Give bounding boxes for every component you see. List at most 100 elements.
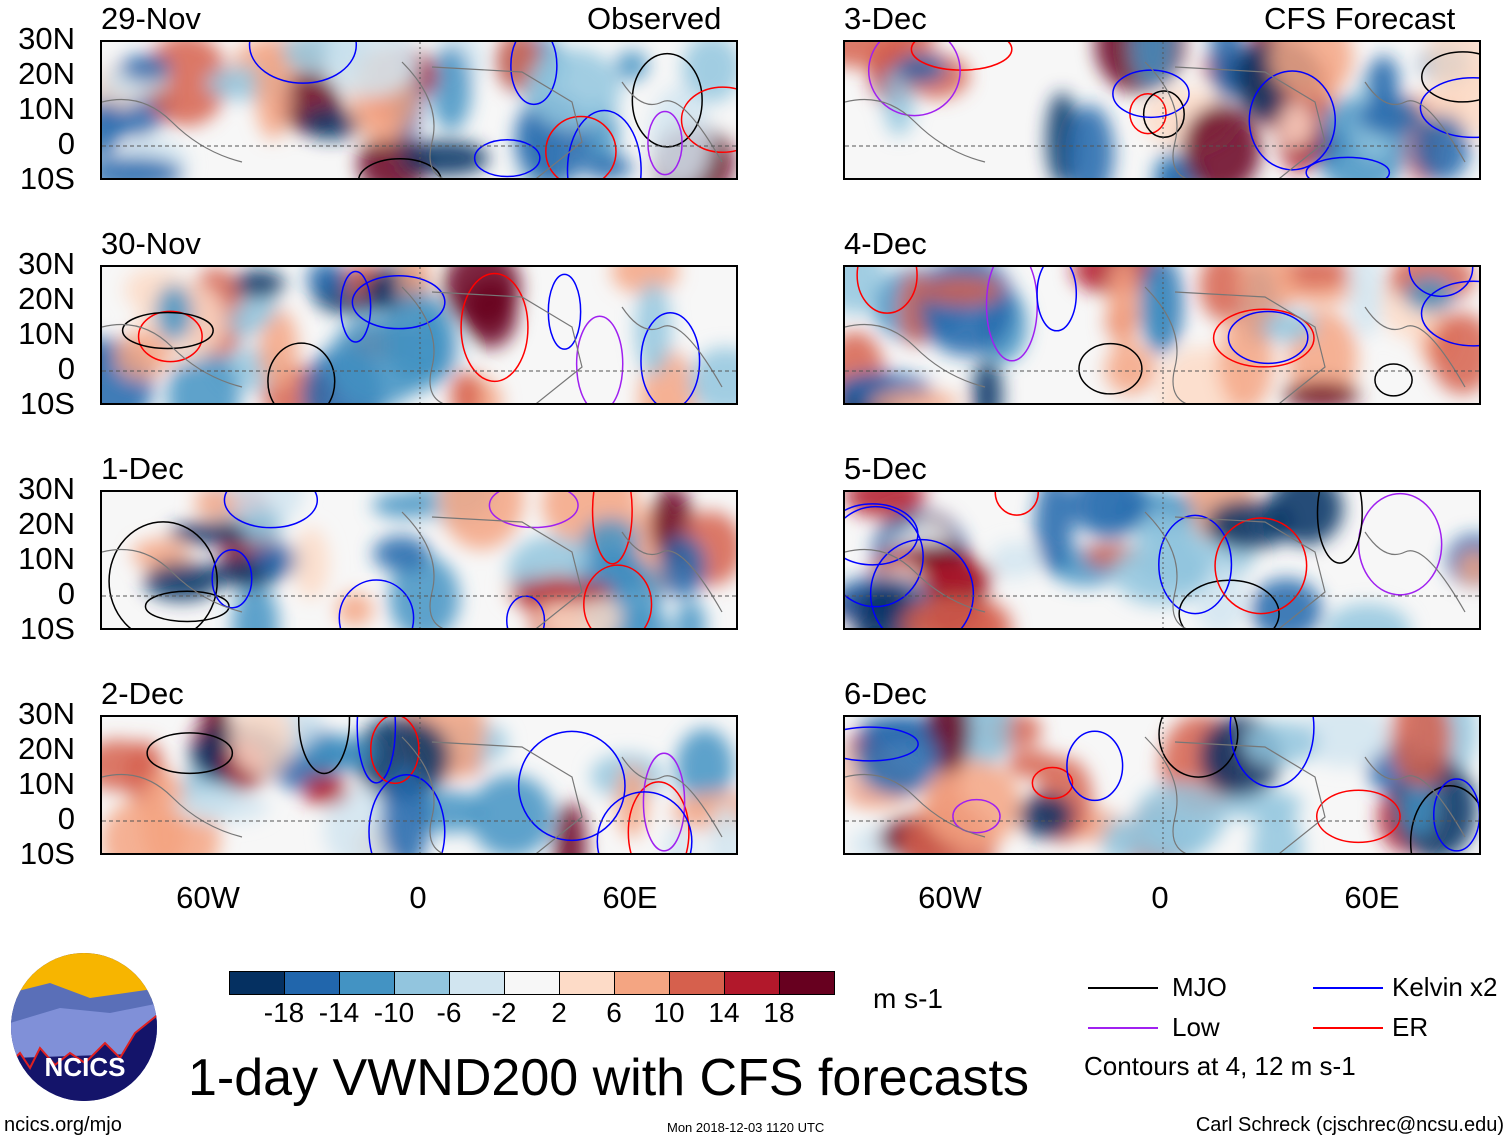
colorbar-label: 6 [606,997,622,1028]
colorbar-swatch [560,972,615,994]
wind-anomaly-blob [845,267,884,315]
wind-anomaly-blob [1199,267,1248,321]
wind-anomaly-blob [553,802,587,853]
colorbar-swatch [395,972,450,994]
lat-tick: 0 [57,801,75,836]
wave-contour [566,109,642,178]
footer-url[interactable]: ncics.org/mjo [4,1114,122,1136]
panel-date-label: 6-Dec [844,676,927,711]
lat-tick: 30N [18,696,75,731]
colorbar-swatch [615,972,670,994]
wind-anomaly-blob [450,370,482,403]
lat-tick: 10S [19,386,75,421]
colorbar-label: 18 [763,997,795,1028]
wind-anomaly-blob [388,555,460,628]
wave-contour [351,274,446,330]
wind-anomaly-blob [918,276,1004,306]
wave-contour [1078,342,1143,395]
wave-contour [1433,778,1479,852]
lat-tick: 10S [19,611,75,646]
lat-tick: 20N [18,506,75,541]
wave-contour [591,492,633,565]
colorbar-swatch [780,972,834,994]
wave-contour [1142,90,1185,139]
wind-anomaly-blob [1139,269,1175,347]
lat-tick: 10N [18,91,75,126]
wind-anomaly-blob [615,50,649,81]
map-panel-5-Dec [843,490,1481,630]
wind-anomaly-blob [525,48,621,130]
wave-contour [1419,76,1479,139]
map-panel-29-Nov [100,40,738,180]
wind-anomaly-blob [1411,115,1471,178]
wind-anomaly-blob [616,764,649,838]
wave-contour [1420,280,1479,347]
lat-tick: 0 [57,126,75,161]
wave-contour [1316,492,1363,564]
colorbar-swatch [670,972,725,994]
wind-anomaly-blob [675,728,734,806]
wind-anomaly-blob [1218,311,1274,403]
wind-anomaly-blob [1034,492,1074,573]
wind-anomaly-blob [963,717,1011,765]
coastline [102,61,723,178]
wind-anomaly-blob [380,766,431,853]
wind-anomaly-blob [901,595,1000,628]
footer-author: Carl Schreck (cjschrec@ncsu.edu) [1195,1114,1504,1136]
wind-anomaly-blob [707,804,736,853]
lat-tick: 30N [18,471,75,506]
lon-tick: 0 [409,880,427,915]
wave-contour [642,752,686,852]
wave-contour [547,273,582,350]
colorbar [229,971,835,995]
wind-anomaly-blob [1298,717,1393,767]
wind-anomaly-blob [1017,793,1074,839]
wind-anomaly-blob [102,156,183,178]
legend-line-mjo [1088,987,1158,989]
contours-note: Contours at 4, 12 m s-1 [1084,1051,1356,1081]
wind-anomaly-blob [439,492,525,550]
wave-contour [460,272,529,383]
lon-tick: 0 [1151,880,1169,915]
wave-contour [856,267,918,314]
wave-contour [488,492,579,529]
wind-anomaly-blob [1181,104,1261,178]
wind-anomaly-blob [1107,267,1140,350]
wave-contour [211,549,253,609]
wave-contour [358,157,442,178]
wave-contour [517,730,626,842]
wave-contour [144,590,230,623]
wave-contour [680,86,736,154]
coastline [845,736,1466,853]
coastline [845,511,1466,628]
colorbar-label: -18 [263,997,305,1028]
wave-contour [627,781,690,853]
coastline [102,736,723,853]
wind-anomaly-blob [1276,267,1352,289]
wind-anomaly-blob [1430,312,1479,395]
wind-anomaly-blob [293,527,329,600]
wind-anomaly-blob [1205,498,1291,551]
wind-anomaly-blob [1006,749,1059,779]
wave-contour [1248,70,1336,171]
lat-tick: 10N [18,766,75,801]
wave-contour [545,115,617,178]
wind-anomaly-blob [229,717,294,777]
wave-contour [1112,69,1190,119]
wind-anomaly-blob [385,291,453,392]
wave-contour [1409,785,1479,853]
wind-anomaly-blob [1068,492,1148,537]
wave-contour [994,492,1040,516]
legend-low: Low [1172,1012,1220,1042]
wind-anomaly-blob [990,542,1040,579]
wave-contour [583,564,653,628]
wind-anomaly-blob [658,535,707,598]
lon-tick: 60E [1344,880,1400,915]
wind-anomaly-blob [635,281,672,377]
wind-anomaly-blob [1427,42,1479,105]
legend-er: ER [1392,1012,1429,1042]
colorbar-swatch [340,972,395,994]
ncics-logo: NCICS [11,953,157,1101]
lat-tick: 20N [18,56,75,91]
wind-anomaly-blob [1242,721,1319,765]
